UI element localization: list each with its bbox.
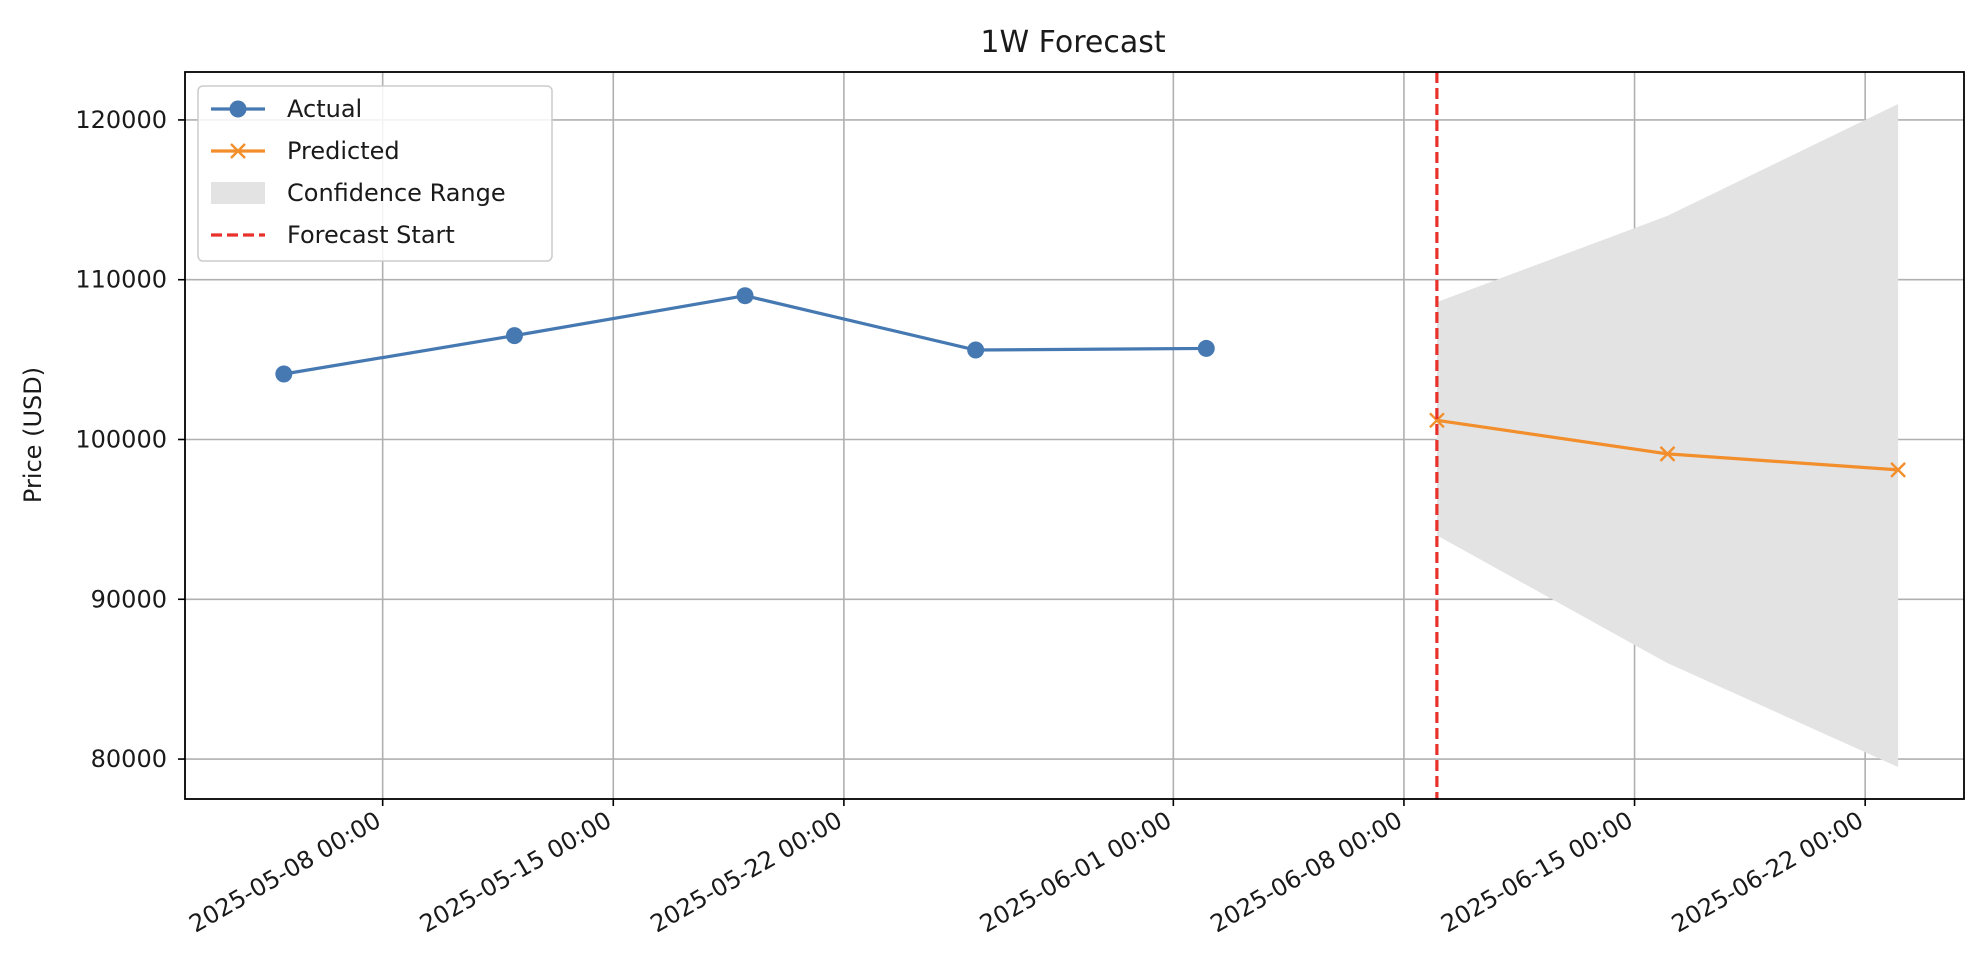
series-predicted	[1429, 412, 1906, 478]
series-actual	[275, 287, 1215, 383]
x-axis-ticks: 2025-05-08 00:00 2025-05-15 00:00 2025-05-…	[184, 799, 1868, 938]
y-tick-label: 80000	[91, 745, 167, 773]
x-tick-label: 2025-06-08 00:00	[1206, 806, 1407, 938]
legend-item: Actual	[211, 95, 362, 123]
x-tick-label: 2025-06-01 00:00	[975, 806, 1176, 938]
legend-box	[197, 85, 553, 262]
legend-marker	[229, 100, 247, 118]
x-tick-label: 2025-06-15 00:00	[1436, 806, 1637, 938]
legend-label: Forecast Start	[287, 221, 455, 249]
confidence-band	[1436, 103, 1899, 768]
data-point	[1197, 339, 1215, 357]
data-point	[1890, 462, 1906, 478]
chart-title: 1W Forecast	[980, 25, 1165, 60]
legend-label: Confidence Range	[287, 179, 506, 207]
y-tick-label: 90000	[91, 585, 167, 613]
y-tick-label: 100000	[75, 425, 167, 453]
legend-item: Predicted	[211, 137, 400, 165]
data-point	[1429, 412, 1445, 429]
legend-item: Forecast Start	[211, 221, 455, 249]
y-tick-label: 110000	[75, 266, 167, 294]
legend-label: Actual	[287, 95, 362, 123]
y-axis-ticks: 80000 90000 100000 110000 120000	[75, 106, 185, 773]
data-point	[1659, 446, 1676, 462]
plot-frame	[184, 71, 1965, 800]
x-tick-label: 2025-05-15 00:00	[415, 806, 616, 938]
legend-marker	[230, 143, 246, 159]
y-axis-label: Price (USD)	[19, 367, 47, 503]
data-point	[967, 341, 985, 359]
legend-swatch	[211, 182, 265, 204]
data-point	[275, 365, 293, 383]
legend: Actual Predicted Confidence Range Forecast …	[197, 85, 553, 262]
series-layer	[275, 287, 1906, 478]
data-point	[505, 327, 523, 345]
series-line	[283, 294, 1207, 376]
x-tick-label: 2025-05-08 00:00	[184, 806, 385, 938]
x-tick-label: 2025-06-22 00:00	[1667, 806, 1868, 938]
y-tick-label: 120000	[75, 106, 167, 134]
confidence-band-layer	[1436, 103, 1899, 768]
legend-item: Confidence Range	[211, 179, 506, 207]
legend-label: Predicted	[287, 137, 400, 165]
data-point	[736, 287, 754, 305]
x-tick-label: 2025-05-22 00:00	[646, 806, 847, 938]
